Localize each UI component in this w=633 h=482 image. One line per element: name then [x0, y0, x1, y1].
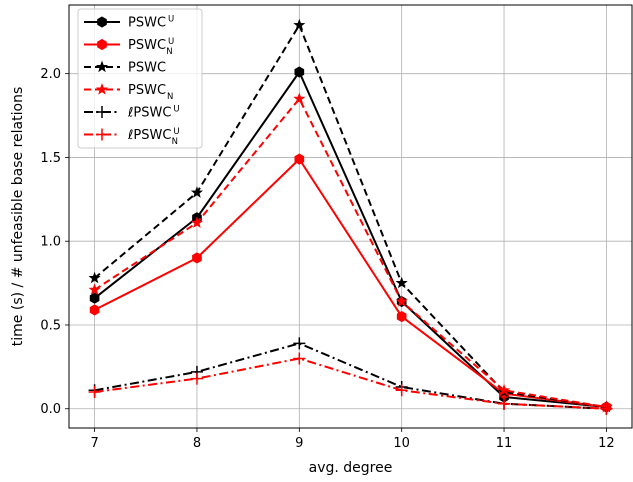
legend-entry: PSWC — [84, 61, 166, 76]
x-tick-label: 11 — [496, 436, 513, 451]
y-axis-label: time (s) / # unfeasible base relations — [10, 87, 26, 346]
series-line — [94, 97, 607, 409]
data-point — [293, 337, 306, 350]
legend: PSWC U PSWC U N PSWC PSWCN ℓPSWC U ℓPSWC U N — [77, 8, 203, 149]
series-5 — [88, 337, 613, 415]
data-point — [396, 311, 407, 323]
data-point — [88, 271, 101, 284]
data-point — [293, 18, 306, 31]
series-line — [94, 158, 607, 409]
plot-frame — [68, 4, 633, 429]
data-point — [192, 252, 202, 264]
legend-label: PSWCN — [128, 83, 173, 102]
legend-marker — [95, 60, 109, 73]
data-point — [88, 385, 101, 398]
y-tick-label: 1.5 — [40, 151, 61, 166]
legend-entry: ℓPSWC U — [84, 105, 180, 121]
data-point — [294, 66, 305, 78]
data-point — [293, 352, 306, 365]
legend-label: PSWC — [128, 61, 166, 76]
series-line — [93, 24, 607, 409]
y-tick-label: 0.0 — [40, 402, 61, 417]
legend-entry: PSWC U — [84, 15, 174, 31]
legend-marker — [96, 106, 108, 118]
legend-marker — [97, 38, 107, 51]
data-point — [497, 383, 511, 396]
data-point — [395, 295, 408, 307]
x-tick-label: 9 — [295, 436, 303, 451]
series-line — [93, 71, 607, 409]
data-point — [190, 216, 204, 228]
x-tick-label: 7 — [90, 436, 98, 451]
legend-entry: ℓPSWC U N — [84, 127, 180, 147]
x-tick-label: 8 — [193, 436, 201, 451]
legend-label: PSWC U N — [128, 37, 174, 57]
y-tick-label: 0.5 — [40, 318, 61, 333]
data-point — [89, 304, 100, 316]
series-line — [94, 342, 607, 410]
legend-label: ℓPSWC U N — [127, 127, 180, 147]
data-point — [600, 402, 613, 415]
legend-label: ℓPSWC U — [127, 105, 180, 121]
data-point — [498, 397, 511, 410]
legend-marker — [97, 16, 107, 28]
data-point — [190, 186, 204, 198]
legend-marker — [96, 128, 108, 141]
legend-label: PSWC U — [128, 15, 174, 31]
data-point — [293, 92, 306, 104]
data-point — [89, 292, 100, 304]
series-layer — [88, 18, 613, 415]
data-point — [294, 153, 305, 165]
x-axis-label: avg. degree — [309, 460, 393, 476]
legend-marker — [95, 83, 109, 95]
data-point — [190, 372, 203, 385]
data-point — [395, 276, 408, 289]
x-tick-label: 12 — [598, 436, 615, 451]
data-point — [88, 283, 101, 295]
axis-ticks: 7 8 9 10 11 12 0.0 0.5 1.0 1.5 2.0 — [40, 67, 614, 451]
y-tick-label: 1.0 — [40, 235, 61, 250]
series-6 — [88, 352, 613, 415]
legend-entry: PSWC U N — [84, 37, 174, 57]
x-tick-label: 10 — [393, 436, 410, 451]
series-line — [94, 357, 607, 410]
data-point — [395, 384, 408, 397]
legend-entry: PSWCN — [84, 83, 173, 102]
y-tick-label: 2.0 — [40, 67, 61, 82]
series-2 — [89, 153, 612, 413]
